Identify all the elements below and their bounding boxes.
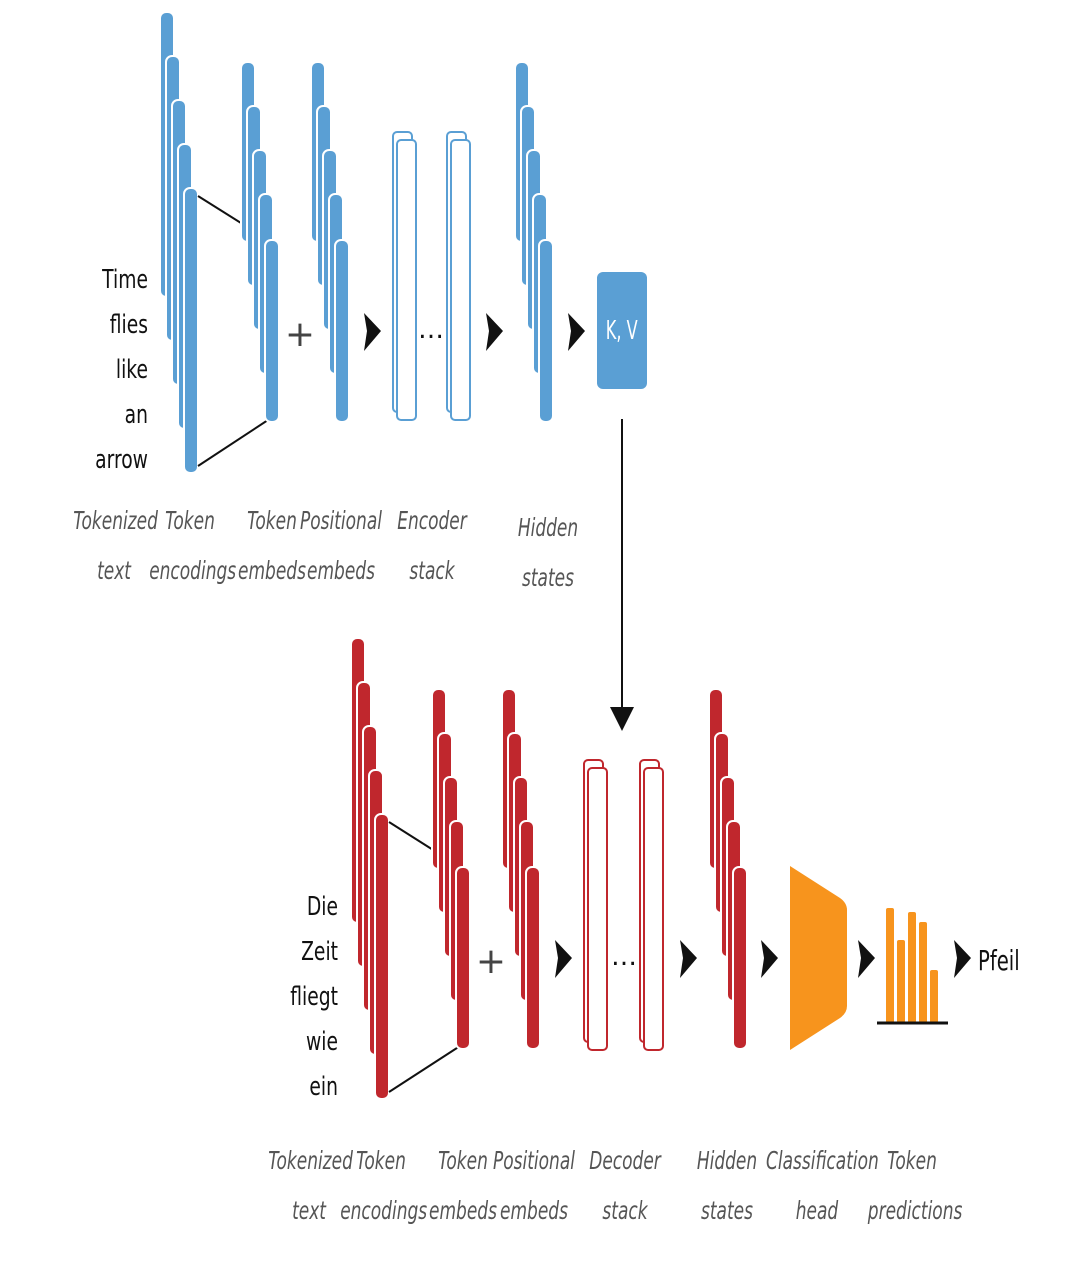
encoder-arrow-2 — [486, 313, 503, 351]
decoder-token-4: wie — [305, 1027, 338, 1057]
decoder-caption-classification-head: Classification head — [766, 1146, 879, 1225]
encoder-positional-embeds — [310, 61, 350, 423]
decoder-caption-hidden-states: Hidden states — [696, 1146, 758, 1225]
decoder-token-2: Zeit — [301, 937, 338, 967]
key-value-label: K, V — [606, 315, 638, 346]
decoder-stack-block-2 — [639, 759, 664, 1051]
encoder-caption-positional-embeds: Positional embeds — [300, 506, 382, 585]
encoder-caption-token-encodings: Token encodings — [149, 506, 237, 585]
output-token: Pfeil — [978, 944, 1020, 977]
decoder-arrow-3 — [761, 940, 778, 978]
decoder-input-tokens: Die Zeit fliegt wie ein — [275, 885, 338, 1110]
decoder-stack-block-1 — [583, 759, 608, 1051]
decoder-caption-token-embeds: Token embeds — [429, 1146, 497, 1225]
encoder-stack-block-2 — [446, 131, 471, 421]
encoder-plus-sign: + — [285, 314, 315, 355]
decoder-caption-token-predictions: Token predictions — [867, 1146, 963, 1225]
encoder-arrow-1 — [364, 313, 381, 351]
classification-head-shape — [790, 866, 847, 1050]
decoder-arrow-4 — [858, 940, 875, 978]
encoder-token-4: an — [124, 400, 148, 430]
encoder-caption-tokenized-text: Tokenized text — [73, 506, 158, 585]
decoder-arrow-2 — [680, 940, 697, 978]
decoder-token-5: ein — [309, 1072, 338, 1102]
encoder-arrow-3 — [568, 313, 585, 351]
encoder-token-1: Time — [102, 265, 148, 295]
decoder-token-embeds — [431, 688, 471, 1050]
decoder-caption-positional-embeds: Positional embeds — [493, 1146, 575, 1225]
encoder-caption-hidden-states: Hidden states — [517, 513, 579, 592]
decoder-positional-embeds — [501, 688, 541, 1050]
decoder-stack-ellipsis: … — [611, 942, 637, 972]
decoder-arrow-1 — [555, 940, 572, 978]
kv-to-decoder-arrowhead — [610, 707, 634, 731]
decoder-token-1: Die — [306, 892, 338, 922]
encoder-stack-block-1 — [392, 131, 417, 421]
decoder-caption-token-encodings: Token encodings — [340, 1146, 428, 1225]
encoder-token-embeds — [240, 61, 280, 423]
decoder-token-encodings — [350, 637, 390, 1100]
decoder-token-3: fliegt — [290, 982, 338, 1012]
encoder-token-encodings — [159, 11, 199, 474]
encoder-stack-ellipsis: … — [418, 315, 444, 345]
encoder-token-2: flies — [109, 310, 148, 340]
encoder-caption-stack: Encoder stack — [397, 506, 467, 585]
encoder-token-3: like — [115, 355, 148, 385]
encoder-token-5: arrow — [95, 445, 148, 475]
decoder-arrow-5 — [954, 940, 971, 978]
decoder-caption-tokenized-text: Tokenized text — [268, 1146, 353, 1225]
encoder-caption-token-embeds: Token embeds — [238, 506, 306, 585]
decoder-plus-sign: + — [476, 941, 506, 982]
token-predictions-histogram — [886, 908, 938, 1023]
decoder-caption-stack: Decoder stack — [589, 1146, 661, 1225]
decoder-hidden-states — [708, 688, 748, 1050]
encoder-hidden-states — [514, 61, 554, 423]
key-value-box: K, V — [597, 272, 647, 389]
encoder-input-tokens: Time flies like an arrow — [85, 258, 148, 483]
